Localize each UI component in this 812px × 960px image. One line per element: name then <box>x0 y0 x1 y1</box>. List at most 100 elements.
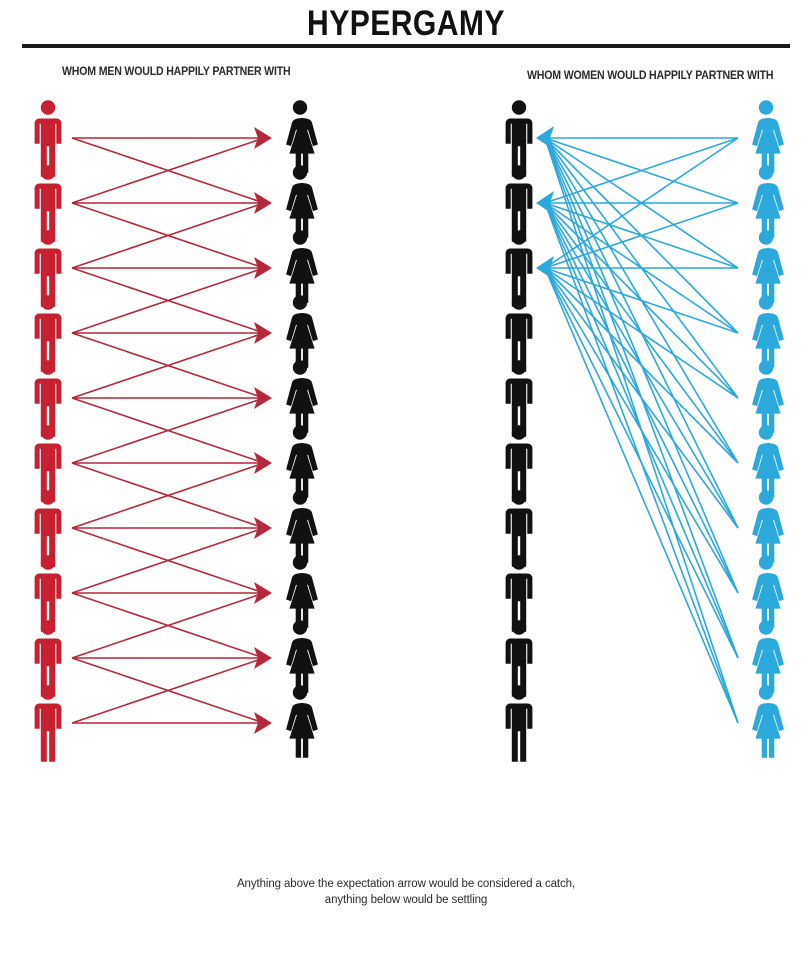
woman-icon-right-3 <box>744 229 788 307</box>
arrow-line-woman-7-to-man-3 <box>544 267 739 529</box>
arrow-line-men-8-to-women-7 <box>71 527 265 594</box>
arrow-line-woman-1-to-man-2 <box>544 137 739 204</box>
arrowhead-women-1 <box>254 127 272 149</box>
man-icon-left-4 <box>26 294 70 372</box>
man-icon-right-7 <box>497 489 541 567</box>
footer-note-line-1: Anything above the expectation arrow wou… <box>236 878 576 890</box>
man-icon-right-6 <box>497 424 541 502</box>
footer-note: Anything above the expectation arrow wou… <box>0 876 812 908</box>
woman-icon-left-3 <box>278 229 322 307</box>
arrow-line-woman-2-to-man-1 <box>544 137 739 204</box>
man-icon-left-7 <box>26 489 70 567</box>
arrow-line-woman-4-to-man-3 <box>544 267 739 334</box>
arrow-line-men-9-to-women-10 <box>71 657 265 724</box>
arrow-line-men-3-to-women-2 <box>71 202 265 269</box>
arrow-line-woman-5-to-man-2 <box>544 202 739 399</box>
woman-icon-right-9 <box>744 619 788 697</box>
arrowhead-women-5 <box>254 387 272 409</box>
arrow-line-men-9-to-women-8 <box>71 592 265 659</box>
arrowhead-women-6 <box>254 452 272 474</box>
man-icon-left-9 <box>26 619 70 697</box>
woman-icon-right-6 <box>744 424 788 502</box>
man-icon-right-2 <box>497 164 541 242</box>
woman-icon-right-2 <box>744 164 788 242</box>
right-men-column <box>497 0 545 960</box>
arrow-line-woman-6-to-man-3 <box>544 267 739 464</box>
arrow-line-men-2-to-women-3 <box>71 202 265 269</box>
woman-icon-left-6 <box>278 424 322 502</box>
arrow-line-woman-10-to-man-3 <box>544 267 739 724</box>
arrowhead-women-8 <box>254 582 272 604</box>
woman-icon-left-8 <box>278 554 322 632</box>
woman-icon-right-1 <box>744 99 788 177</box>
arrowhead-women-10 <box>254 712 272 734</box>
man-icon-left-8 <box>26 554 70 632</box>
arrowhead-women-9 <box>254 647 272 669</box>
arrow-line-woman-5-to-man-1 <box>544 137 739 399</box>
arrow-line-woman-10-to-man-1 <box>544 137 739 724</box>
woman-icon-right-5 <box>744 359 788 437</box>
arrowhead-women-2 <box>254 192 272 214</box>
arrow-line-woman-3-to-man-2 <box>544 202 739 269</box>
arrow-line-woman-6-to-man-1 <box>544 137 739 464</box>
title-divider <box>22 44 790 48</box>
right-women-column <box>744 0 792 960</box>
left-women-column <box>278 0 326 960</box>
arrow-line-woman-4-to-man-1 <box>544 137 739 334</box>
arrow-line-men-6-to-women-7 <box>71 462 265 529</box>
arrowhead-women-3 <box>254 257 272 279</box>
man-icon-right-8 <box>497 554 541 632</box>
arrow-line-woman-9-to-man-1 <box>544 137 739 659</box>
man-icon-left-2 <box>26 164 70 242</box>
arrow-line-men-3-to-women-4 <box>71 267 265 334</box>
man-icon-right-9 <box>497 619 541 697</box>
woman-icon-left-9 <box>278 619 322 697</box>
right-panel-caption: WHOM WOMEN WOULD HAPPILY PARTNER WITH <box>527 70 774 82</box>
arrow-line-woman-8-to-man-3 <box>544 267 739 594</box>
man-icon-left-1 <box>26 99 70 177</box>
arrow-line-men-1-to-women-2 <box>71 137 265 204</box>
woman-icon-left-10 <box>278 684 322 762</box>
woman-icon-right-4 <box>744 294 788 372</box>
arrow-line-woman-6-to-man-2 <box>544 202 739 464</box>
footer-note-line-2: anything below would be settling <box>324 894 488 906</box>
man-icon-right-5 <box>497 359 541 437</box>
arrowhead-women-7 <box>254 517 272 539</box>
man-icon-right-4 <box>497 294 541 372</box>
man-icon-left-3 <box>26 229 70 307</box>
man-icon-right-10 <box>497 684 541 762</box>
arrow-line-woman-7-to-man-2 <box>544 202 739 529</box>
woman-icon-left-1 <box>278 99 322 177</box>
arrow-line-woman-2-to-man-3 <box>544 202 739 269</box>
arrow-line-men-2-to-women-1 <box>71 137 265 204</box>
man-icon-right-3 <box>497 229 541 307</box>
arrow-line-woman-9-to-man-3 <box>544 267 739 659</box>
woman-icon-right-8 <box>744 554 788 632</box>
woman-icon-left-4 <box>278 294 322 372</box>
arrow-line-woman-4-to-man-2 <box>544 202 739 334</box>
arrow-line-men-5-to-women-6 <box>71 397 265 464</box>
arrow-line-men-7-to-women-8 <box>71 527 265 594</box>
page-title: HYPERGAMY <box>307 4 505 43</box>
woman-icon-right-7 <box>744 489 788 567</box>
arrow-line-men-6-to-women-5 <box>71 397 265 464</box>
arrow-line-men-10-to-women-9 <box>71 657 265 724</box>
man-icon-right-1 <box>497 99 541 177</box>
woman-icon-left-2 <box>278 164 322 242</box>
man-icon-left-5 <box>26 359 70 437</box>
arrow-line-woman-9-to-man-2 <box>544 202 739 659</box>
arrow-line-woman-7-to-man-1 <box>544 137 739 529</box>
arrow-line-men-4-to-women-5 <box>71 332 265 399</box>
arrowhead-women-4 <box>254 322 272 344</box>
arrow-line-woman-8-to-man-1 <box>544 137 739 594</box>
arrow-line-men-7-to-women-6 <box>71 462 265 529</box>
woman-icon-left-5 <box>278 359 322 437</box>
arrow-line-woman-10-to-man-2 <box>544 202 739 724</box>
arrow-line-men-5-to-women-4 <box>71 332 265 399</box>
arrow-line-men-8-to-women-9 <box>71 592 265 659</box>
arrow-line-woman-5-to-man-3 <box>544 267 739 399</box>
left-men-column <box>26 0 74 960</box>
